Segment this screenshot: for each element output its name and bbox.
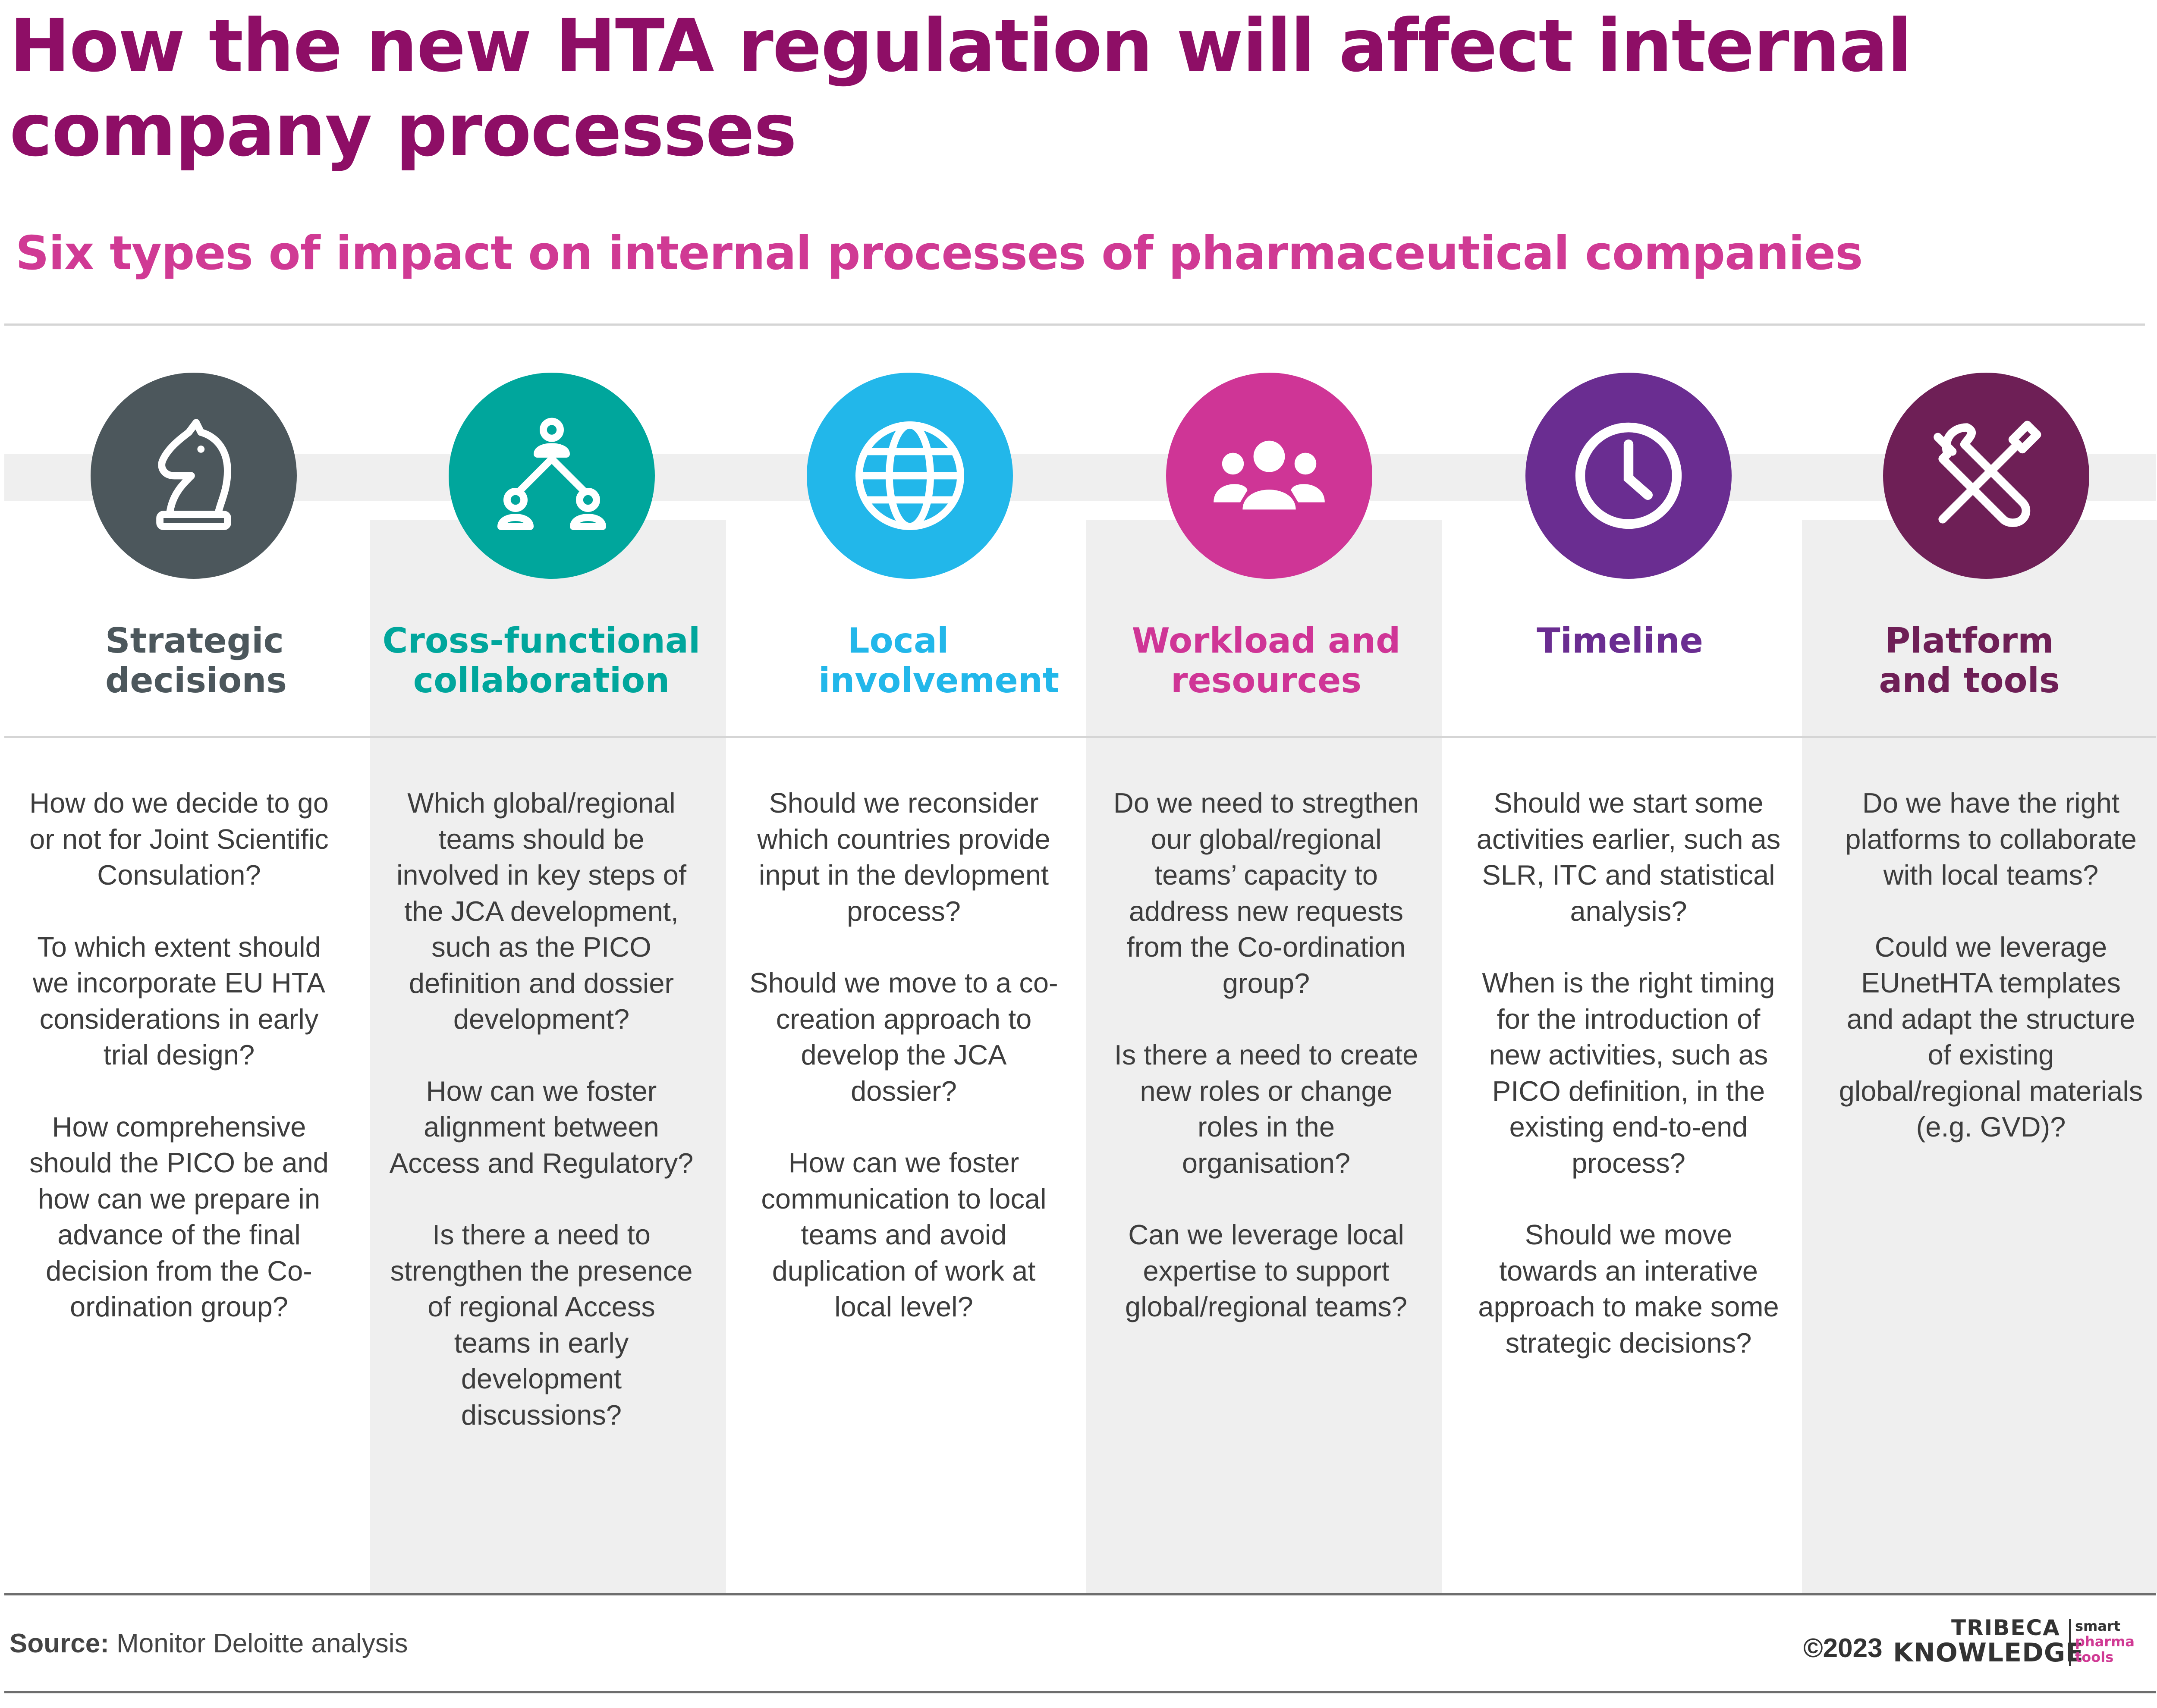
logo-separator xyxy=(2069,1619,2071,1666)
copyright: ©2023 xyxy=(1803,1633,1883,1663)
header-divider xyxy=(4,736,2156,738)
tools-icon xyxy=(1934,421,2041,527)
icon-band xyxy=(4,454,2156,501)
chess-knight-icon xyxy=(156,419,231,530)
footer-divider-top xyxy=(4,1593,2156,1595)
logo-tag-smart: smart xyxy=(2075,1618,2121,1634)
column-body-collaboration: Which global/regional teams should be in… xyxy=(386,785,697,1469)
column-heading-workload: Workload and resources xyxy=(1132,621,1401,700)
page-title: How the new HTA regulation will affect i… xyxy=(9,3,1912,173)
question-item: Do we have the right platforms to collab… xyxy=(1845,787,2137,891)
page-subtitle: Six types of impact on internal processe… xyxy=(16,226,1863,280)
org-chart-icon xyxy=(497,418,606,530)
column-body-strategic: How do we decide to go or not for Joint … xyxy=(24,785,334,1361)
platform-circle xyxy=(1883,373,2089,579)
column-body-platform: Do we have the right platforms to collab… xyxy=(1836,785,2146,1181)
globe-icon xyxy=(855,421,964,530)
logo-tag-pharma: pharma xyxy=(2075,1633,2135,1650)
timeline-circle xyxy=(1525,373,1732,579)
column-body-timeline: Should we start some activities earlier,… xyxy=(1473,785,1784,1397)
question-item: How can we foster alignment between Acce… xyxy=(389,1075,694,1179)
question-item: Do we need to stregthen our global/regio… xyxy=(1113,787,1419,999)
column-background-2 xyxy=(370,520,726,1593)
tribeca-knowledge-logo: TRIBECA KNOWLEDGE smart pharma tools xyxy=(1893,1615,2143,1676)
source-note: Source: Monitor Deloitte analysis xyxy=(9,1628,408,1659)
question-item: When is the right timing for the introdu… xyxy=(1482,967,1775,1179)
question-item: Should we move to a co-creation approach… xyxy=(749,967,1058,1107)
local-involvement-circle xyxy=(807,373,1013,579)
source-label: Source: xyxy=(9,1629,109,1658)
column-body-workload: Do we need to stregthen our global/regio… xyxy=(1111,785,1421,1361)
column-heading-strategic: Strategic decisions xyxy=(105,621,287,700)
question-item: To which extent should we incorporate EU… xyxy=(33,931,325,1071)
footer-divider-bottom xyxy=(4,1691,2156,1693)
column-heading-collaboration: Cross-functional collaboration xyxy=(382,621,701,700)
logo-line-2: KNOWLEDGE xyxy=(1893,1638,2084,1668)
clock-icon xyxy=(1575,422,1682,529)
column-body-local: Should we reconsider which countries pro… xyxy=(748,785,1059,1361)
question-item: How comprehensive should the PICO be and… xyxy=(29,1111,329,1323)
column-heading-local: Local involvement xyxy=(818,621,1060,700)
column-background-6 xyxy=(1802,520,2157,1593)
column-heading-platform: Platform and tools xyxy=(1879,621,2060,700)
question-item: How do we decide to go or not for Joint … xyxy=(29,787,329,891)
question-item: Is there a need to create new roles or c… xyxy=(1114,1039,1418,1179)
question-item: Which global/regional teams should be in… xyxy=(396,787,687,1035)
question-item: Is there a need to strengthen the presen… xyxy=(390,1219,693,1431)
logo-tag-tools: tools xyxy=(2075,1649,2114,1665)
question-item: Should we reconsider which countries pro… xyxy=(757,787,1050,927)
question-item: Should we start some activities earlier,… xyxy=(1476,787,1781,927)
workload-circle xyxy=(1166,373,1372,579)
strategic-decisions-circle xyxy=(91,373,297,579)
people-group-icon xyxy=(1214,440,1325,510)
top-divider xyxy=(4,323,2145,326)
question-item: How can we foster communication to local… xyxy=(761,1147,1047,1322)
collaboration-circle xyxy=(449,373,655,579)
source-text: Monitor Deloitte analysis xyxy=(109,1629,408,1658)
logo-line-1: TRIBECA xyxy=(1951,1615,2060,1640)
column-background-4 xyxy=(1086,520,1442,1593)
question-item: Can we leverage local expertise to suppo… xyxy=(1125,1219,1408,1322)
question-item: Could we leverage EUnetHTA templates and… xyxy=(1839,931,2143,1143)
question-item: Should we move towards an interative app… xyxy=(1478,1219,1779,1359)
column-heading-timeline: Timeline xyxy=(1537,621,1703,661)
